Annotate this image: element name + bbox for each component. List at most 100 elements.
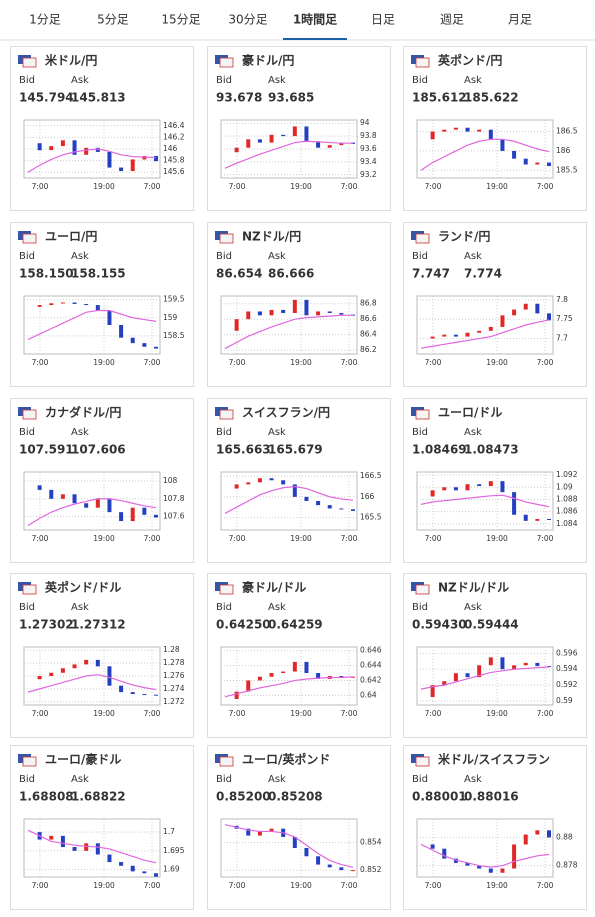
pair-title[interactable]: NZドル/円 (242, 230, 301, 244)
panel-border (10, 573, 194, 738)
candle (465, 332, 470, 337)
moving-average (224, 485, 354, 514)
candle (316, 856, 321, 865)
y-tick-label: 1.086 (556, 507, 578, 516)
bid-value: 165.663 (216, 443, 271, 457)
currency-panel[interactable]: NZドル/円 Bid Ask 86.654 86.666 86.8 86.6 86.4 86.2… (207, 222, 391, 387)
candle (500, 657, 505, 670)
tab[interactable]: 30分足 (228, 13, 267, 27)
x-tick-label: 19:00 (290, 709, 312, 718)
bid-value: 86.654 (216, 267, 262, 281)
pair-title[interactable]: 豪ドル/ドル (242, 580, 306, 595)
panel-border (207, 398, 391, 563)
y-tick-label: 86.6 (360, 314, 377, 323)
candle (465, 862, 470, 866)
candle (304, 496, 309, 501)
y-tick-label: 1.7 (163, 827, 175, 836)
candle (84, 659, 89, 665)
candle (351, 509, 355, 511)
tab[interactable]: 週足 (440, 13, 464, 27)
y-tick-label: 1.272 (163, 697, 185, 706)
flag-icon (22, 409, 37, 420)
y-tick-label: 185.5 (556, 165, 578, 174)
candle (500, 868, 505, 873)
pair-title[interactable]: 豪ドル/円 (242, 53, 294, 68)
pair-title[interactable]: ユーロ/英ポンド (242, 752, 330, 767)
candle (107, 498, 112, 513)
candle (442, 334, 447, 337)
y-tick-label: 1.69 (163, 865, 180, 874)
pair-title[interactable]: カナダドル/円 (45, 405, 121, 420)
pair-title[interactable]: ユーロ/ドル (438, 406, 502, 420)
candle (292, 661, 297, 672)
candle (442, 487, 447, 491)
tab[interactable]: 15分足 (161, 13, 200, 27)
ask-label: Ask (71, 427, 89, 438)
ask-label: Ask (268, 774, 286, 785)
tab[interactable]: 月足 (508, 13, 532, 27)
x-tick-label: 7:00 (32, 881, 49, 890)
candle (339, 142, 344, 146)
pair-title[interactable]: スイスフラン/円 (242, 406, 330, 420)
pair-title[interactable]: ユーロ/円 (45, 230, 97, 244)
candle (84, 503, 89, 508)
moving-average (224, 314, 353, 350)
candle (234, 319, 239, 331)
currency-panel[interactable]: ランド/円 Bid Ask 7.747 7.774 7.8 7.75 7.7 7:00 19:00… (403, 222, 587, 387)
candle (442, 681, 447, 686)
tab[interactable]: 1分足 (29, 13, 61, 27)
candle (477, 865, 482, 869)
tab[interactable]: 5分足 (97, 13, 129, 27)
candle (304, 848, 309, 857)
x-tick-label: 19:00 (93, 182, 115, 191)
candle (119, 512, 124, 522)
candle (327, 505, 332, 509)
candle (512, 309, 517, 316)
pair-title[interactable]: ユーロ/豪ドル (45, 752, 121, 767)
pair-title[interactable]: NZドル/ドル (438, 581, 509, 595)
currency-panel[interactable]: 豪ドル/円 Bid Ask 93.678 93.685 94 93.8 93.6 93.4 93.… (207, 46, 391, 211)
pair-title[interactable]: 米ドル/円 (45, 53, 97, 68)
bid-label: Bid (412, 774, 428, 785)
candle (60, 668, 65, 673)
candle (430, 685, 435, 698)
moving-average (27, 309, 157, 341)
flag-icon (22, 584, 37, 595)
moving-average (224, 676, 354, 698)
tab[interactable]: 日足 (371, 13, 395, 27)
candle (49, 303, 54, 306)
chart-frame (416, 646, 554, 706)
x-tick-label: 7:00 (537, 534, 554, 543)
y-tick-label: 93.4 (360, 157, 377, 166)
bid-value: 0.64250 (216, 618, 271, 632)
candle (547, 830, 551, 838)
tab[interactable]: 1時間足 (293, 12, 337, 27)
pair-title[interactable]: ランド/円 (438, 230, 490, 244)
y-tick-label: 1.092 (556, 470, 578, 479)
pair-title[interactable]: 米ドル/スイスフラン (438, 752, 550, 767)
candle (37, 143, 42, 151)
moving-average (420, 666, 550, 690)
panel-border (10, 222, 194, 387)
candle (119, 325, 124, 338)
ask-value: 7.774 (464, 267, 502, 281)
pair-title[interactable]: 英ポンド/ドル (45, 580, 121, 595)
y-tick-label: 1.278 (163, 658, 185, 667)
candle (477, 129, 482, 132)
candle (500, 315, 505, 327)
pair-title[interactable]: 英ポンド/円 (438, 53, 502, 68)
ask-label: Ask (464, 75, 482, 86)
y-tick-label: 7.7 (556, 334, 568, 343)
